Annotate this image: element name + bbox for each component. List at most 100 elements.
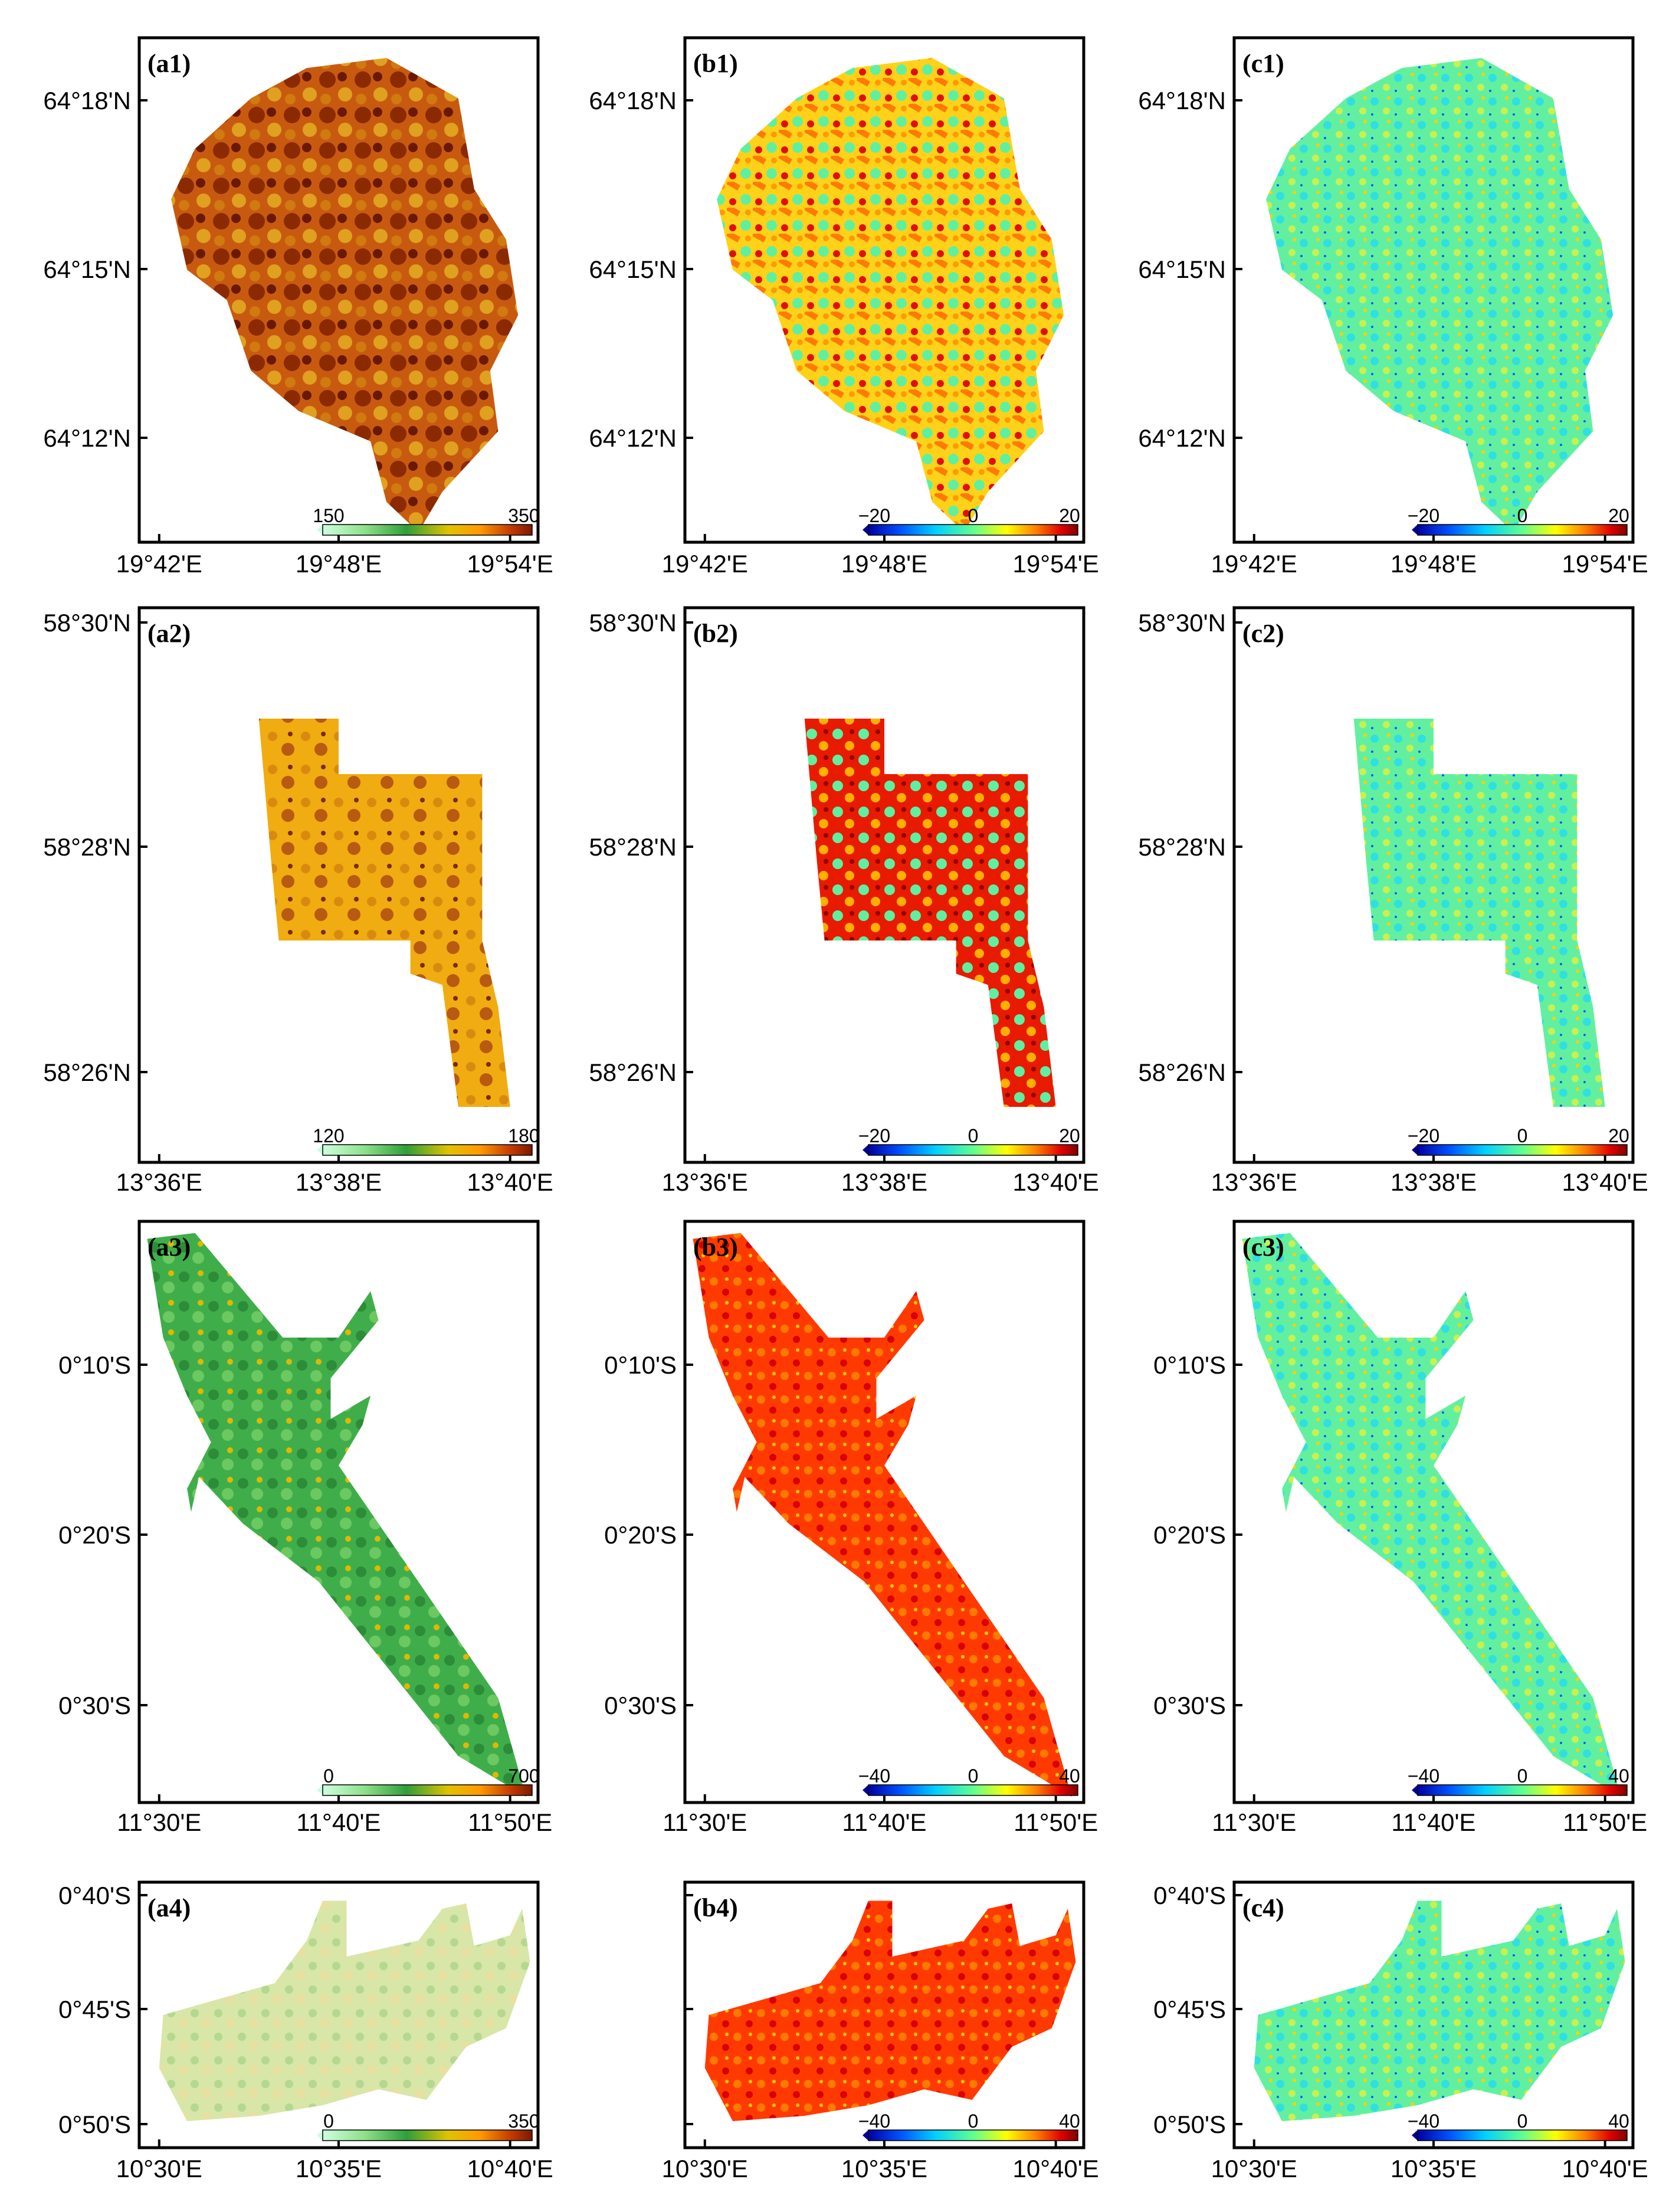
raster-footprint	[147, 1233, 526, 1797]
colorbar-min-arrow	[317, 1785, 323, 1795]
raster-footprint	[1266, 58, 1613, 532]
lon-tick-label: 11°40'E	[296, 1808, 381, 1836]
map-panel-b2: (b2) 58°30'N 58°28'N 58°26'N 13°36'E 13°38'E 1…	[589, 606, 1099, 1196]
lat-tick-label: 0°30'S	[1153, 1692, 1226, 1719]
raster-footprint	[717, 58, 1064, 532]
colorbar	[1417, 1784, 1628, 1796]
colorbar-mid-label: 0	[1517, 2111, 1528, 2132]
colorbar-min-arrow	[1412, 2130, 1418, 2141]
lon-tick-label: 10°30'E	[116, 2155, 202, 2182]
colorbar	[1417, 524, 1628, 536]
lat-tick-label: 0°30'S	[604, 1692, 677, 1719]
lon-tick-label: 19°54'E	[467, 550, 553, 578]
colorbar-max-label: 350	[508, 505, 539, 526]
colorbar	[322, 1784, 533, 1796]
panel-label: (c3)	[1242, 1233, 1284, 1261]
colorbar-min-label: −20	[1408, 505, 1439, 526]
lat-tick-label: 64°15'N	[43, 255, 131, 283]
map-panel-c2: (c2) 58°30'N 58°28'N 58°26'N 13°36'E 13°38'E 1…	[1138, 606, 1648, 1196]
map-panel-c1: (c1) 64°18'N 64°15'N 64°12'N 19°42'E 19°48'E 1…	[1138, 36, 1648, 578]
lon-tick-label: 13°40'E	[467, 1168, 553, 1196]
colorbar-max-label: 700	[508, 1765, 539, 1787]
lat-tick-label: 58°28'N	[589, 833, 677, 861]
lat-tick-label: 58°26'N	[43, 1059, 131, 1086]
lon-tick-label: 13°38'E	[1390, 1168, 1477, 1196]
colorbar-min-label: −40	[1408, 2111, 1439, 2132]
colorbar	[868, 1144, 1078, 1156]
colorbar-min-arrow	[317, 525, 323, 535]
lat-tick-label: 0°45'S	[58, 1995, 131, 2023]
colorbar-min-arrow	[862, 525, 868, 535]
lat-tick-label: 0°10'S	[1153, 1351, 1226, 1379]
colorbar-min-label: −40	[858, 2111, 890, 2132]
lon-tick-label: 11°40'E	[1391, 1808, 1475, 1836]
colorbar-min-label: −20	[858, 505, 890, 526]
colorbar-min-arrow	[317, 1145, 323, 1155]
colorbar-max-label: 40	[1059, 2111, 1080, 2132]
colorbar-mid-label: 0	[968, 505, 979, 526]
colorbar-min-label: −40	[858, 1765, 890, 1787]
map-panel-c3: (c3) 0°10'S 0°20'S 0°30'S 11°30'E 11°40'E 11°5…	[1153, 1220, 1647, 1836]
panel-label: (b3)	[693, 1233, 738, 1261]
lat-tick-label: 0°20'S	[1153, 1521, 1226, 1549]
colorbar-max-label: 20	[1059, 505, 1080, 526]
raster-footprint	[159, 1900, 530, 2121]
colorbar-min-arrow	[862, 2130, 868, 2141]
lat-tick-label: 0°45'S	[1153, 1995, 1226, 2023]
colorbar-max-label: 40	[1059, 1765, 1080, 1787]
colorbar-mid-label: 0	[1517, 1765, 1528, 1787]
colorbar-min-arrow	[862, 1785, 868, 1795]
lat-tick-label: 64°15'N	[589, 255, 677, 283]
colorbar-max-label: 40	[1608, 2111, 1629, 2132]
colorbar-mid-label: 0	[968, 2111, 979, 2132]
lon-tick-label: 13°40'E	[1562, 1168, 1648, 1196]
lat-tick-label: 64°18'N	[43, 87, 131, 114]
lat-tick-label: 58°26'N	[589, 1059, 677, 1086]
map-panel-a1: (a1) 64°18'N 64°15'N 64°12'N 19°42'E 19°48'E 1…	[43, 36, 553, 578]
lat-tick-label: 58°30'N	[589, 609, 677, 637]
lat-tick-label: 58°28'N	[43, 833, 131, 861]
lon-tick-label: 19°42'E	[1211, 550, 1297, 578]
colorbar-min-label: 0	[323, 2111, 334, 2132]
lat-tick-label: 64°18'N	[1138, 87, 1226, 114]
colorbar-max-label: 20	[1059, 1125, 1080, 1146]
panel-label: (c1)	[1242, 49, 1284, 78]
colorbar-mid-label: 0	[968, 1125, 979, 1146]
colorbar-min-arrow	[1412, 525, 1418, 535]
lat-tick-label: 64°15'N	[1138, 255, 1226, 283]
lon-tick-label: 10°40'E	[467, 2155, 553, 2182]
colorbar-max-label: 350	[508, 2111, 539, 2132]
panel-label: (b4)	[693, 1893, 738, 1922]
lon-tick-label: 13°36'E	[116, 1168, 202, 1196]
colorbar-max-label: 20	[1608, 505, 1629, 526]
lon-tick-label: 19°54'E	[1013, 550, 1099, 578]
lat-tick-label: 58°30'N	[43, 609, 131, 637]
panel-label: (b1)	[693, 49, 738, 78]
colorbar-min-arrow	[1412, 1145, 1418, 1155]
lon-tick-label: 10°40'E	[1013, 2155, 1099, 2182]
raster-footprint	[693, 1233, 1072, 1797]
lon-tick-label: 13°36'E	[662, 1168, 748, 1196]
lon-tick-label: 11°30'E	[1212, 1808, 1296, 1836]
lon-tick-label: 10°30'E	[1211, 2155, 1297, 2182]
raster-footprint	[1353, 719, 1605, 1107]
raster-footprint	[258, 719, 510, 1107]
lon-tick-label: 10°35'E	[841, 2155, 927, 2182]
lon-tick-label: 10°35'E	[296, 2155, 382, 2182]
map-panel-b4: (b4) 10°30'E 10°35'E 10°40'E −40 40 0	[662, 1880, 1099, 2182]
colorbar-mid-label: 0	[968, 1765, 979, 1787]
lat-tick-label: 64°12'N	[43, 424, 131, 452]
colorbar	[322, 524, 533, 536]
colorbar-max-label: 180	[508, 1125, 539, 1146]
map-panel-b1: (b1) 64°18'N 64°15'N 64°12'N 19°42'E 19°48'E 1…	[589, 36, 1099, 578]
lat-tick-label: 64°12'N	[1138, 424, 1226, 452]
lat-tick-label: 64°18'N	[589, 87, 677, 114]
lon-tick-label: 13°40'E	[1013, 1168, 1099, 1196]
lat-tick-label: 0°20'S	[604, 1521, 677, 1549]
lat-tick-label: 0°50'S	[1153, 2111, 1226, 2138]
lat-tick-label: 0°30'S	[58, 1692, 131, 1719]
map-panel-a3: (a3) 0°10'S 0°20'S 0°30'S 11°30'E 11°40'E 11°5…	[58, 1220, 552, 1836]
colorbar	[322, 2129, 533, 2141]
lat-tick-label: 58°28'N	[1138, 833, 1226, 861]
